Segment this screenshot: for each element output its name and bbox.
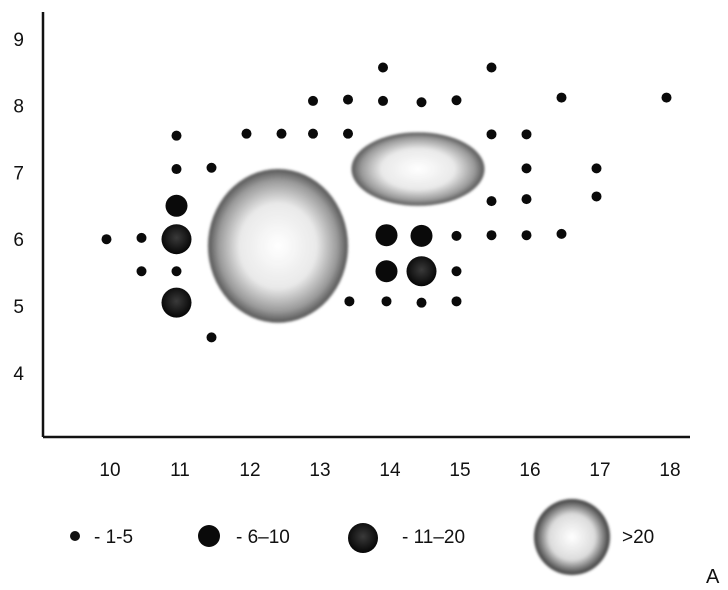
data-point-1-5 — [101, 234, 112, 245]
x-tick-label: 10 — [99, 460, 120, 481]
legend-marker-11-20 — [348, 523, 378, 553]
x-tick-label: 16 — [519, 460, 540, 481]
legend-marker-6-10 — [198, 525, 220, 547]
x-tick-label: 11 — [170, 460, 190, 481]
data-point-1-5 — [343, 94, 353, 105]
data-point-1-5 — [521, 163, 532, 174]
data-point-1-5 — [136, 266, 147, 277]
data-point-11-20 — [161, 287, 192, 318]
data-point-6-10 — [165, 194, 188, 217]
data-point-1-5 — [486, 129, 497, 140]
y-tick-label: 5 — [13, 297, 24, 318]
y-tick-label: 9 — [13, 30, 24, 51]
legend-label-11-20: - 11–20 — [402, 527, 465, 548]
legend-label-1-5: - 1-5 — [94, 527, 133, 548]
axes — [41, 12, 690, 439]
data-point-1-5 — [378, 62, 388, 73]
data-point-1-5 — [521, 129, 532, 140]
cluster-layer — [208, 132, 485, 323]
data-point-1-5 — [451, 95, 462, 106]
data-point-1-5 — [451, 296, 462, 307]
x-tick-label: 18 — [659, 460, 680, 481]
x-tick-label: 17 — [589, 460, 610, 481]
legend: - 1-5 - 6–10 - 11–20 >20 — [70, 499, 654, 575]
data-point-1-5 — [276, 128, 287, 139]
x-tick-label: 14 — [379, 460, 401, 481]
data-point-1-5 — [451, 230, 462, 241]
data-point-1-5 — [171, 130, 182, 141]
data-point-11-20 — [406, 256, 437, 287]
data-point-1-5 — [416, 297, 427, 308]
legend-label-gt20: >20 — [622, 527, 654, 548]
figure-panel-label: A — [706, 566, 720, 588]
x-tick-label: 13 — [309, 460, 330, 481]
legend-marker-gt20 — [534, 499, 610, 575]
data-point-1-5 — [486, 230, 497, 241]
data-point-1-5 — [591, 163, 602, 174]
data-point-1-5 — [556, 228, 567, 239]
data-point-6-10 — [375, 224, 398, 247]
data-point-1-5 — [206, 162, 217, 173]
data-point-1-5 — [416, 97, 427, 108]
data-point-6-10 — [410, 224, 433, 247]
y-tick-label: 7 — [13, 163, 24, 184]
data-point-11-20 — [161, 224, 192, 255]
data-point-1-5 — [556, 92, 567, 103]
y-tick-labels: 4 5 6 7 8 9 — [13, 30, 24, 385]
data-point-1-5 — [171, 164, 182, 175]
legend-label-6-10: - 6–10 — [236, 527, 290, 548]
data-point-1-5 — [206, 332, 217, 343]
data-point-1-5 — [521, 194, 532, 205]
data-point-1-5 — [378, 95, 388, 106]
data-point-6-10 — [375, 260, 398, 283]
data-point-1-5 — [343, 128, 353, 139]
points-layer — [101, 62, 672, 343]
x-tick-labels: 10 11 12 13 14 15 16 17 18 — [99, 460, 680, 481]
y-tick-label: 6 — [13, 230, 24, 251]
data-point-1-5 — [136, 232, 147, 243]
data-point-1-5 — [308, 95, 318, 106]
x-tick-label: 12 — [239, 460, 260, 481]
data-point-1-5 — [486, 196, 497, 207]
cluster-gt20 — [351, 132, 485, 206]
cluster-gt20 — [208, 169, 348, 323]
data-point-1-5 — [591, 191, 602, 202]
x-tick-label: 15 — [449, 460, 470, 481]
data-point-1-5 — [381, 296, 392, 307]
data-point-1-5 — [486, 62, 497, 73]
y-tick-label: 4 — [13, 364, 24, 385]
data-point-1-5 — [171, 266, 182, 277]
data-point-1-5 — [344, 296, 355, 307]
legend-marker-1-5 — [70, 531, 80, 541]
data-point-1-5 — [451, 266, 462, 277]
data-point-1-5 — [308, 128, 318, 139]
data-point-1-5 — [521, 230, 532, 241]
y-tick-label: 8 — [13, 97, 24, 118]
data-point-1-5 — [661, 92, 672, 103]
data-point-1-5 — [241, 128, 252, 139]
